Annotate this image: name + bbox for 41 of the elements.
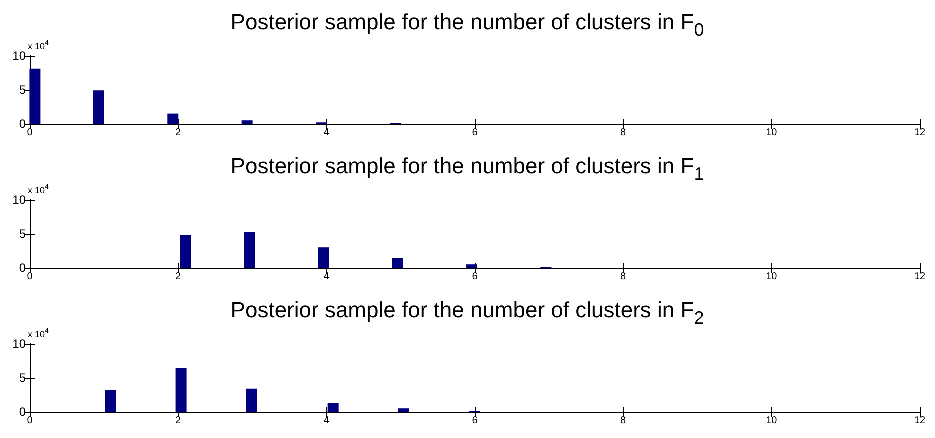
bar bbox=[398, 408, 410, 412]
x-tick-label: 4 bbox=[324, 128, 330, 138]
bar bbox=[466, 264, 478, 268]
y-tick-label: 10 bbox=[12, 193, 26, 207]
bar bbox=[392, 258, 404, 268]
bar bbox=[93, 90, 104, 124]
bar bbox=[246, 388, 258, 412]
bar bbox=[244, 232, 256, 268]
x-tick-label: 2 bbox=[176, 128, 182, 138]
x-tick-label: 6 bbox=[472, 416, 478, 426]
y-tick-label: 5 bbox=[19, 227, 26, 241]
x-tick-label: 4 bbox=[324, 416, 330, 426]
x-tick-label: 10 bbox=[766, 416, 778, 426]
x-tick-label: 0 bbox=[27, 272, 34, 282]
x-tick-label: 8 bbox=[620, 416, 627, 426]
bar bbox=[328, 403, 339, 412]
bar bbox=[318, 248, 330, 268]
bar bbox=[105, 390, 116, 412]
y-tick-label: 5 bbox=[19, 83, 26, 97]
x-tick-label: 10 bbox=[766, 128, 778, 138]
bar bbox=[30, 68, 41, 124]
bar bbox=[242, 120, 253, 124]
x-tick-label: 6 bbox=[472, 128, 478, 138]
x-tick-label: 6 bbox=[472, 272, 478, 282]
x-tick-label: 12 bbox=[914, 128, 926, 138]
y-tick-label: 10 bbox=[12, 49, 26, 63]
y-tick-label: 10 bbox=[12, 337, 26, 351]
x-tick-label: 10 bbox=[766, 272, 778, 282]
x-tick-label: 0 bbox=[27, 128, 34, 138]
x-tick-label: 2 bbox=[176, 272, 182, 282]
x-tick-label: 8 bbox=[620, 272, 627, 282]
x-tick-label: 12 bbox=[914, 272, 926, 282]
y-tick-label: 5 bbox=[19, 371, 26, 385]
bar bbox=[180, 235, 192, 268]
bar bbox=[168, 114, 179, 124]
x-tick-label: 0 bbox=[27, 416, 34, 426]
x-tick-label: 12 bbox=[914, 416, 926, 426]
bar bbox=[176, 368, 187, 412]
x-tick-label: 4 bbox=[324, 272, 330, 282]
x-tick-label: 2 bbox=[176, 416, 182, 426]
x-tick-label: 8 bbox=[620, 128, 627, 138]
